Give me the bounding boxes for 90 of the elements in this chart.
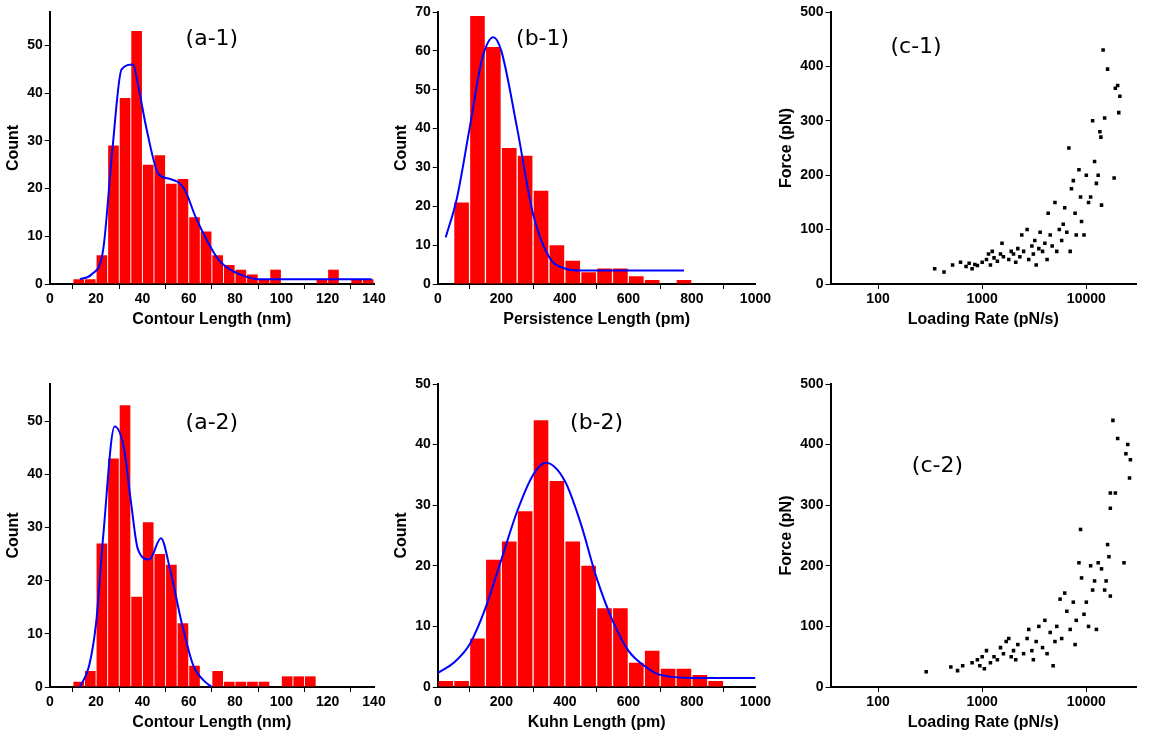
y-tick-label: 10	[27, 624, 43, 641]
x-tick-label: 120	[316, 290, 340, 307]
y-tick-label: 0	[815, 677, 824, 694]
annotation: (c-1)	[890, 33, 942, 59]
y-axis-title: Count	[4, 511, 22, 559]
y-tick-label: 50	[415, 374, 431, 391]
y-tick-label: 10	[27, 227, 43, 244]
x-tick-label: 600	[616, 290, 641, 307]
y-tick-label: 50	[27, 412, 43, 429]
x-axis-title: Loading Rate (pN/s)	[907, 309, 1059, 327]
y-tick-label: 0	[422, 274, 431, 291]
x-tick-label: 1000	[739, 693, 772, 710]
y-tick-label: 70	[415, 2, 431, 19]
y-tick-label: 10	[415, 236, 431, 252]
y-tick-label: 0	[422, 677, 431, 694]
y-tick-label: 40	[27, 465, 43, 482]
y-axis-title: Count	[4, 124, 22, 172]
y-tick-label: 200	[800, 556, 824, 573]
x-tick-label: 800	[680, 290, 704, 307]
x-tick-label: 0	[45, 693, 54, 710]
x-tick-label: 60	[180, 290, 197, 307]
x-tick-label: 10000	[1066, 693, 1106, 710]
y-tick-label: 60	[415, 41, 431, 58]
y-axis-title: Force (pN)	[777, 108, 795, 188]
x-tick-label: 0	[433, 290, 442, 307]
y-tick-label: 20	[415, 556, 431, 573]
y-tick-label: 0	[815, 274, 824, 291]
x-tick-label: 1000	[966, 290, 998, 307]
y-tick-label: 50	[415, 80, 431, 97]
y-tick-label: 0	[34, 274, 43, 291]
y-tick-label: 300	[800, 111, 824, 128]
x-tick-label: 140	[362, 693, 386, 710]
y-tick-label: 30	[27, 518, 43, 535]
x-tick-label: 1000	[966, 693, 998, 710]
y-tick-label: 400	[800, 435, 824, 452]
y-tick-label: 300	[800, 496, 824, 513]
x-tick-label: 100	[269, 693, 294, 710]
x-axis-title: Loading Rate (pN/s)	[907, 712, 1059, 730]
y-tick-label: 100	[800, 220, 824, 237]
y-tick-label: 400	[800, 57, 824, 74]
y-axis-title: Count	[392, 124, 410, 172]
x-tick-label: 400	[553, 693, 577, 710]
y-tick-label: 40	[415, 435, 431, 452]
y-axis-title: Count	[392, 511, 410, 559]
x-axis-title: Persistence Length (pm)	[503, 309, 690, 327]
y-tick-label: 20	[27, 179, 43, 196]
y-tick-label: 500	[800, 2, 824, 19]
x-tick-label: 200	[489, 693, 514, 710]
annotation: (b-2)	[570, 409, 624, 435]
x-tick-label: 20	[88, 290, 105, 307]
x-tick-label: 40	[134, 290, 151, 307]
y-tick-label: 30	[415, 158, 431, 175]
x-tick-label: 600	[616, 693, 641, 710]
x-tick-label: 10000	[1066, 290, 1106, 307]
y-tick-label: 20	[27, 571, 43, 588]
x-axis-title: Contour Length (nm)	[132, 712, 292, 730]
y-tick-label: 10	[415, 617, 431, 634]
x-tick-label: 80	[227, 693, 244, 710]
y-tick-label: 30	[415, 496, 431, 513]
y-axis-title: Force (pN)	[777, 495, 795, 576]
x-axis-title: Contour Length (nm)	[132, 309, 292, 327]
x-tick-label: 0	[433, 693, 442, 710]
y-tick-label: 40	[415, 119, 431, 136]
x-tick-label: 800	[680, 693, 704, 710]
x-tick-label: 140	[362, 290, 386, 307]
x-tick-label: 200	[489, 290, 514, 307]
x-tick-label: 120	[316, 693, 340, 710]
x-tick-label: 0	[45, 290, 54, 307]
x-tick-label: 80	[227, 290, 244, 307]
x-tick-label: 100	[866, 693, 890, 710]
y-tick-label: 100	[800, 617, 824, 634]
annotation: (a-1)	[185, 24, 239, 50]
y-tick-label: 50	[27, 36, 43, 53]
y-tick-label: 30	[27, 131, 43, 148]
x-axis-title: Kuhn Length (pm)	[527, 712, 666, 730]
x-tick-label: 1000	[739, 290, 772, 307]
y-tick-label: 20	[415, 197, 431, 214]
x-tick-label: 100	[866, 290, 890, 307]
annotation: (a-2)	[185, 409, 239, 435]
y-tick-label: 40	[27, 83, 43, 100]
y-tick-label: 500	[800, 374, 824, 391]
x-tick-label: 400	[553, 290, 577, 307]
x-tick-label: 40	[134, 693, 151, 710]
annotation: (c-2)	[911, 451, 964, 477]
x-tick-label: 60	[180, 693, 197, 710]
y-tick-label: 200	[800, 166, 824, 183]
annotation: (b-1)	[516, 24, 570, 50]
y-tick-label: 0	[34, 677, 43, 694]
x-tick-label: 100	[269, 290, 294, 307]
x-tick-label: 20	[88, 693, 105, 710]
